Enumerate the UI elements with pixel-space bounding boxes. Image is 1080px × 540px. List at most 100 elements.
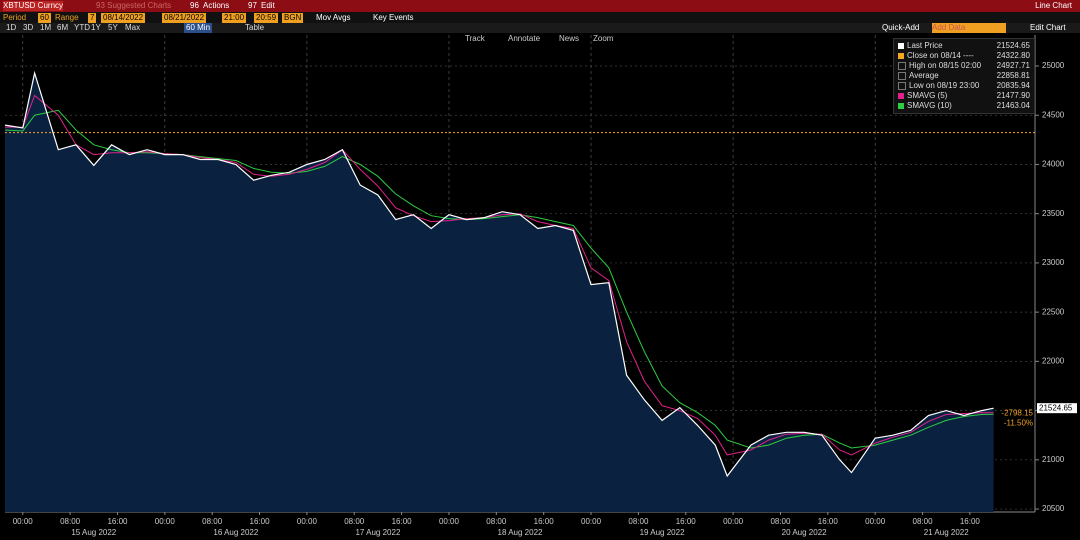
range-input[interactable]: 7: [88, 13, 97, 23]
x-tick-label: 08:00: [344, 517, 365, 526]
legend-label: High on 08/15 02:00: [909, 61, 982, 70]
legend-row: Close on 08/14 ---- 24322.80: [898, 51, 1030, 61]
period-button[interactable]: Max: [125, 23, 141, 32]
period-button[interactable]: YTD: [74, 23, 90, 32]
x-tick-label: 16:00: [107, 517, 128, 526]
y-tick-label: 21000: [1042, 455, 1065, 464]
x-tick-label: 08:00: [486, 517, 507, 526]
key-events[interactable]: Key Events: [373, 13, 414, 22]
date-label: 18 Aug 2022: [498, 528, 543, 537]
legend-swatch: [898, 61, 906, 70]
actions-code: 96: [190, 1, 199, 10]
chart-tool[interactable]: News: [559, 34, 579, 43]
legend-label: Low on 08/19 23:00: [909, 81, 980, 90]
mov-avgs[interactable]: Mov Avgs: [316, 13, 351, 22]
legend: Last Price 21524.65 Close on 08/14 ---- 243…: [893, 38, 1035, 114]
x-tick-label: 16:00: [250, 517, 271, 526]
x-tick-label: 16:00: [534, 517, 555, 526]
x-tick-label: 08:00: [770, 517, 791, 526]
suggested-charts[interactable]: 93 Suggested Charts: [96, 1, 172, 10]
x-tick-label: 00:00: [723, 517, 744, 526]
x-tick-label: 00:00: [865, 517, 886, 526]
date-label: 17 Aug 2022: [355, 528, 400, 537]
controls-bar: Period 60 Range 7 08/14/2022 08/21/2022 …: [0, 12, 1080, 23]
period-button[interactable]: 6M: [57, 23, 69, 32]
end-date[interactable]: 08/21/2022: [162, 13, 207, 23]
period-button[interactable]: 1M: [40, 23, 52, 32]
legend-row: SMAVG (10) 21463.04: [898, 101, 1030, 111]
change-label: -2798.15: [1001, 408, 1033, 417]
x-tick-label: 16:00: [818, 517, 839, 526]
date-label: 15 Aug 2022: [71, 528, 116, 537]
legend-value: 21477.90: [996, 91, 1030, 100]
legend-row: SMAVG (5) 21477.90: [898, 91, 1030, 101]
y-tick-label: 24500: [1042, 110, 1065, 119]
edit-menu[interactable]: Edit: [261, 1, 275, 10]
period-button[interactable]: 1Y: [91, 23, 101, 32]
x-tick-label: 08:00: [202, 517, 223, 526]
source[interactable]: BGN: [282, 13, 304, 23]
legend-value: 24322.80: [996, 51, 1030, 60]
y-tick-label: 23500: [1042, 209, 1065, 218]
legend-swatch: [898, 71, 906, 80]
legend-swatch: [898, 102, 904, 109]
date-label: 20 Aug 2022: [782, 528, 827, 537]
start-date[interactable]: 08/14/2022: [101, 13, 146, 23]
actions-menu[interactable]: Actions: [203, 1, 230, 10]
legend-value: 22858.81: [996, 71, 1030, 80]
chart-tool[interactable]: Annotate: [508, 34, 541, 43]
legend-label: Close on 08/14 ----: [907, 51, 974, 60]
legend-row: Last Price 21524.65: [898, 41, 1030, 51]
view-name: Line Chart: [1035, 1, 1072, 10]
y-tick-label: 22000: [1042, 356, 1065, 365]
chart-tool[interactable]: Track: [465, 34, 486, 43]
y-tick-label: 25000: [1042, 61, 1065, 70]
last-price-box: [1037, 403, 1077, 414]
date-label: 16 Aug 2022: [213, 528, 258, 537]
period-label: Period: [3, 13, 27, 22]
period-button[interactable]: 3D: [23, 23, 34, 32]
x-tick-label: 00:00: [297, 517, 318, 526]
x-tick-label: 00:00: [155, 517, 176, 526]
range-label: Range: [55, 13, 79, 22]
end-time[interactable]: 20:59: [254, 13, 279, 23]
chart-tool[interactable]: Zoom: [593, 34, 614, 43]
legend-swatch: [898, 52, 904, 59]
title-bar: XBTUSD Curncy 93 Suggested Charts 96 Act…: [0, 0, 1080, 12]
y-tick-label: 24000: [1042, 160, 1065, 169]
legend-swatch: [898, 42, 904, 49]
x-tick-label: 08:00: [60, 517, 81, 526]
legend-row: High on 08/15 02:00 24927.71: [898, 61, 1030, 71]
legend-swatch: [898, 81, 906, 90]
period-button[interactable]: 1D: [6, 23, 17, 32]
x-tick-label: 16:00: [960, 517, 981, 526]
last-price-label: 21524.65: [1039, 403, 1073, 412]
edit-code: 97: [248, 1, 257, 10]
chart: TrackAnnotateNewsZoom2050021000215002200…: [4, 34, 1077, 537]
x-tick-label: 00:00: [13, 517, 34, 526]
edit-chart[interactable]: Edit Chart: [1030, 23, 1066, 32]
period-input[interactable]: 60: [38, 13, 51, 23]
price-area: [5, 73, 994, 512]
quick-add[interactable]: Quick-Add: [882, 23, 920, 32]
start-time[interactable]: 21:00: [222, 13, 247, 23]
legend-label: SMAVG (10): [907, 101, 952, 110]
interval[interactable]: 60 Min: [184, 23, 213, 33]
date-label: 19 Aug 2022: [640, 528, 685, 537]
series-line: [4, 70, 994, 478]
x-tick-label: 08:00: [628, 517, 649, 526]
x-tick-label: 08:00: [913, 517, 934, 526]
legend-label: Average: [909, 71, 939, 80]
range-bar: 60 Min Table Quick-Add Add Data Edit Cha…: [0, 23, 1080, 33]
legend-swatch: [898, 92, 904, 99]
legend-value: 21524.65: [996, 41, 1030, 50]
table-button[interactable]: Table: [245, 23, 265, 32]
ticker[interactable]: XBTUSD Curncy: [3, 1, 64, 11]
y-tick-label: 22500: [1042, 307, 1065, 316]
legend-value: 24927.71: [996, 61, 1030, 70]
period-button[interactable]: 5Y: [108, 23, 118, 32]
add-data[interactable]: Add Data: [932, 23, 1006, 33]
y-tick-label: 23000: [1042, 258, 1065, 267]
legend-label: SMAVG (5): [907, 91, 948, 100]
